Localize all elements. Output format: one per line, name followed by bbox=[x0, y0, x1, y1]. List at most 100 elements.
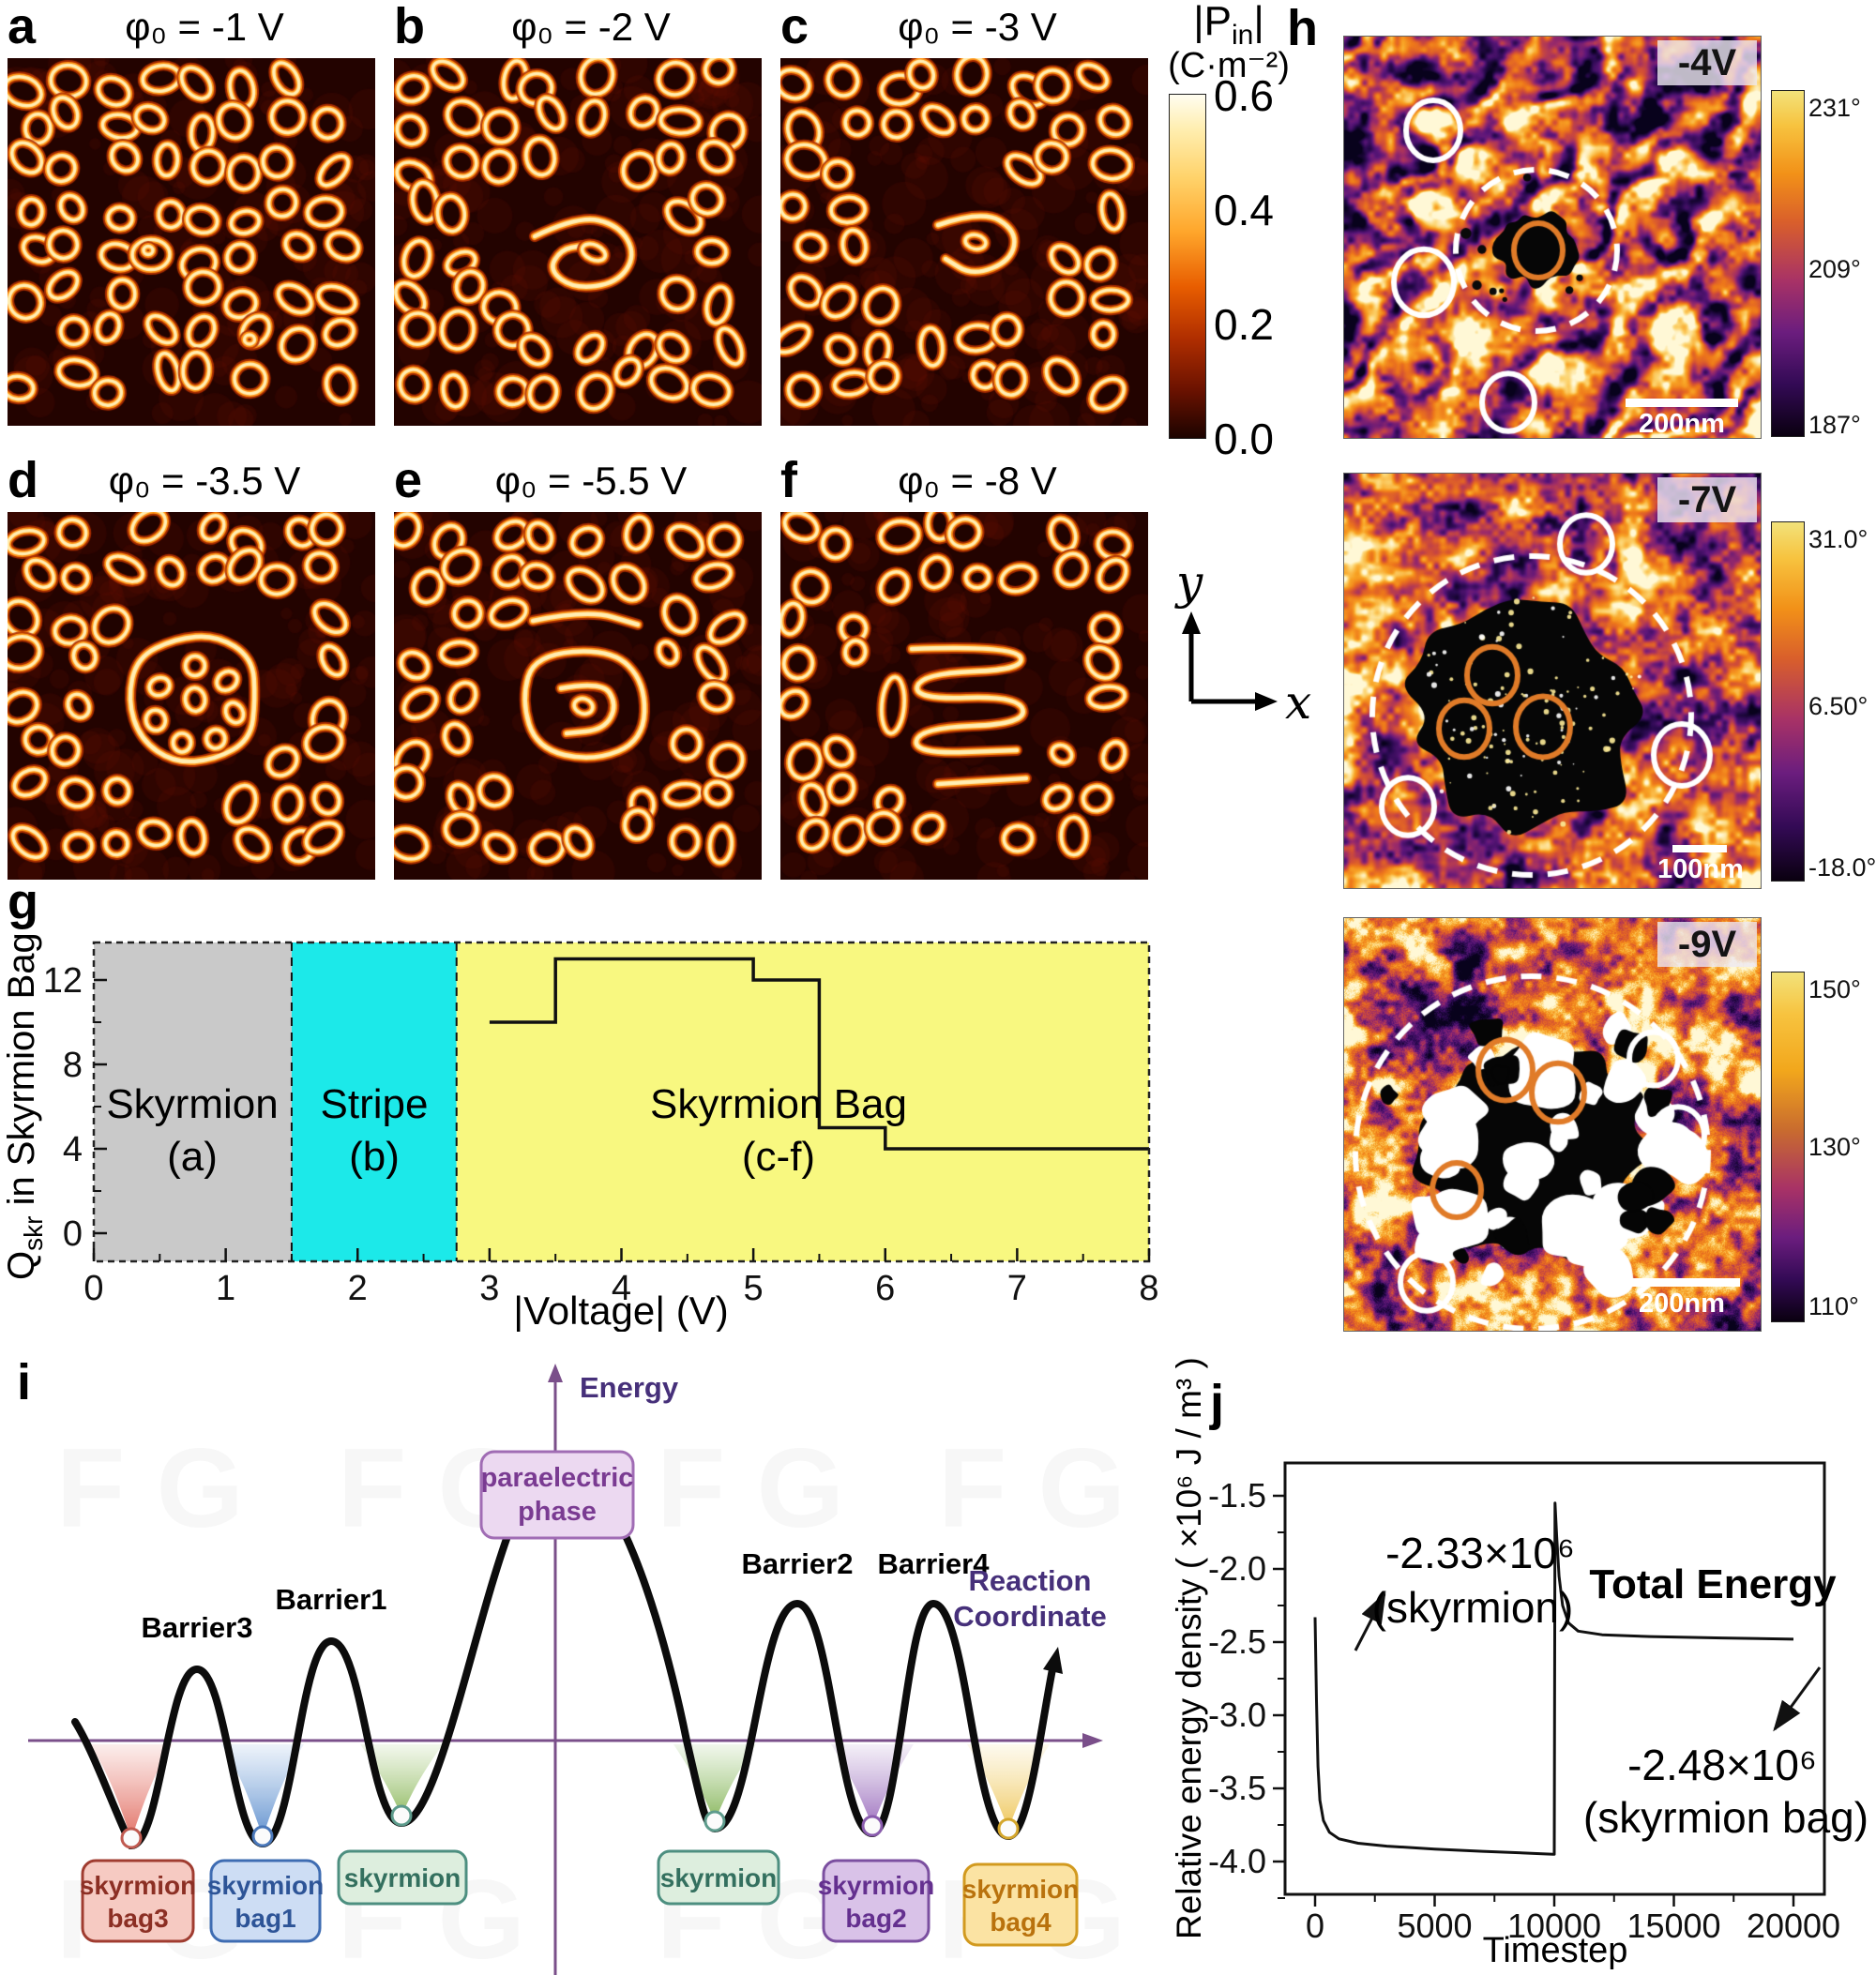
sim-image-d bbox=[8, 512, 375, 880]
pfm-colorbar-4v bbox=[1771, 90, 1805, 437]
pfm-scalebar-9v bbox=[1626, 1278, 1740, 1287]
g-x-tick-label: 2 bbox=[348, 1269, 368, 1308]
panel-letter-g: g bbox=[8, 874, 38, 930]
phi-label-b: φ₀ = -2 V bbox=[511, 5, 671, 49]
j-y-tick-label: -3.5 bbox=[1208, 1769, 1266, 1807]
sim-colorbar-gradient bbox=[1169, 94, 1206, 439]
j-arrow-skyrmion-bag bbox=[1773, 1666, 1822, 1732]
pfm-cb-7v-bot: -18.0° bbox=[1808, 853, 1876, 882]
paraelectric-label-2: phase bbox=[518, 1497, 597, 1527]
region-sublabel-skyrmion: (a) bbox=[167, 1134, 218, 1180]
pfm-image-4v bbox=[1344, 37, 1761, 438]
energy-curve-arrowhead bbox=[1043, 1647, 1063, 1674]
minimum-marker-bag2 bbox=[861, 1815, 884, 1837]
sim-colorbar-title: |Pin| bbox=[1158, 0, 1299, 57]
g-x-tick-label: 4 bbox=[612, 1269, 631, 1308]
minimum-marker-skyrmion-right bbox=[704, 1810, 726, 1832]
j-y-tick-label: -2.5 bbox=[1208, 1622, 1266, 1661]
reaction-axis-arrowhead bbox=[1082, 1733, 1103, 1748]
energy-axis-arrowhead bbox=[548, 1364, 563, 1382]
g-x-tick-label: 0 bbox=[83, 1269, 103, 1308]
panel-letter-a: a bbox=[8, 0, 37, 54]
g-ylabel: Qskr in Skyrmion Bag bbox=[1, 932, 48, 1280]
well-box-bag2-line1: skyrmion bbox=[818, 1871, 935, 1900]
minimum-marker-bag3 bbox=[120, 1827, 143, 1849]
pfm-cb-9v-bot: 110° bbox=[1808, 1292, 1859, 1320]
pfm-scalebar-7v bbox=[1672, 845, 1727, 852]
well-box-skyrmion-left bbox=[337, 1849, 468, 1906]
minimum-marker-bag1 bbox=[251, 1825, 274, 1847]
g-ylabel-q: Q bbox=[1, 1251, 42, 1280]
panel-letter-j: j bbox=[1210, 1375, 1225, 1431]
well-box-bag1 bbox=[209, 1859, 322, 1943]
pfm-cb-9v-mid: 130° bbox=[1808, 1133, 1861, 1161]
sim-colorbar-tick-1: 0.4 bbox=[1214, 186, 1274, 234]
sim-colorbar-tick-2: 0.2 bbox=[1214, 300, 1274, 349]
x-axis-arrowhead bbox=[1255, 692, 1278, 711]
g-x-tick-label: 1 bbox=[216, 1269, 235, 1308]
j-x-tick-label: 0 bbox=[1306, 1907, 1324, 1945]
sim-colorbar-title-sub: in bbox=[1231, 19, 1254, 51]
j-y-tick-label: -3.0 bbox=[1208, 1696, 1266, 1734]
pfm-panel-4v: -4V 200nm bbox=[1343, 36, 1762, 439]
reaction-coordinate-label-2: Coordinate bbox=[953, 1600, 1107, 1633]
phi-label-c: φ₀ = -3 V bbox=[898, 5, 1057, 49]
sim-colorbar-title-p: |P bbox=[1193, 0, 1232, 44]
pfm-scaletext-9v: 200nm bbox=[1639, 1289, 1725, 1319]
panel-letter-e: e bbox=[394, 452, 423, 508]
panel-letter-f: f bbox=[780, 452, 797, 508]
reaction-coordinate-label-1: Reaction bbox=[969, 1564, 1092, 1597]
well-fill-bag3 bbox=[90, 1744, 173, 1838]
minimum-marker-bag4 bbox=[997, 1817, 1020, 1840]
pfm-cb-4v-top: 231° bbox=[1808, 94, 1861, 122]
g-y-tick-label: 4 bbox=[63, 1130, 83, 1169]
sim-image-c bbox=[780, 58, 1148, 426]
j-annotation-bag-sub: (skyrmion bag) bbox=[1583, 1793, 1868, 1842]
well-box-bag3 bbox=[81, 1859, 195, 1943]
sim-image-b bbox=[394, 58, 762, 426]
j-x-tick-label: 20000 bbox=[1747, 1907, 1840, 1945]
qskr-step-line bbox=[489, 957, 1149, 1151]
well-box-bag4-line2: bag4 bbox=[990, 1907, 1051, 1937]
energy-axis-label: Energy bbox=[580, 1371, 679, 1404]
sim-colorbar-title-close: | bbox=[1253, 0, 1264, 44]
region-1 bbox=[291, 942, 457, 1261]
pfm-cb-7v-top: 31.0° bbox=[1808, 525, 1868, 553]
paraelectric-label-1: paraelectric bbox=[481, 1463, 634, 1493]
energy-density-line bbox=[1313, 1501, 1794, 1856]
well-box-skyrmion-right bbox=[657, 1849, 780, 1906]
pfm-voltage-9v: -9V bbox=[1657, 922, 1757, 967]
well-fill-bag4 bbox=[967, 1744, 1050, 1829]
well-box-bag2 bbox=[822, 1859, 930, 1943]
panel-letter-d: d bbox=[8, 452, 38, 508]
minimum-marker-skyrmion-left bbox=[390, 1804, 413, 1827]
j-ylabel: Relative energy density ( ×10⁶ J / m³ ) bbox=[1170, 1357, 1208, 1939]
j-x-tick-label: 5000 bbox=[1397, 1907, 1472, 1945]
pfm-voltage-7v: -7V bbox=[1657, 477, 1757, 522]
region-label-skyrmion: Skyrmion bbox=[106, 1081, 278, 1127]
j-y-tick-label: -1.5 bbox=[1208, 1476, 1266, 1515]
phi-label-e: φ₀ = -5.5 V bbox=[494, 459, 688, 503]
paraelectric-phase-box bbox=[479, 1450, 635, 1540]
well-box-skyrmion-right-label: skyrmion bbox=[660, 1863, 778, 1892]
chart-j: 0 5000 10000 15000 20000 -1.5 -2.0 -2.5 -3.0 -3.5… bbox=[1170, 1357, 1868, 1970]
y-axis-label: y bbox=[1174, 559, 1203, 610]
pfm-cb-4v-bot: 187° bbox=[1808, 411, 1861, 439]
panel-letter-c: c bbox=[780, 0, 809, 54]
panel-letter-i: i bbox=[17, 1354, 32, 1410]
j-annotation-skyrmion-sub: (skyrmion) bbox=[1372, 1583, 1574, 1632]
sim-colorbar-tick-3: 0.0 bbox=[1214, 415, 1274, 463]
well-box-bag3-line1: skyrmion bbox=[80, 1871, 197, 1900]
j-xlabel: Timestep bbox=[1483, 1931, 1628, 1970]
g-x-tick-label: 7 bbox=[1007, 1269, 1027, 1308]
j-x-tick-label: 10000 bbox=[1507, 1907, 1601, 1945]
g-y-tick-label: 0 bbox=[63, 1214, 83, 1254]
panel-letter-h: h bbox=[1287, 0, 1318, 56]
pfm-cb-4v-mid: 209° bbox=[1808, 255, 1861, 283]
phi-label-d: φ₀ = -3.5 V bbox=[108, 459, 301, 503]
g-x-tick-label: 6 bbox=[875, 1269, 895, 1308]
g-x-tick-label: 5 bbox=[744, 1269, 764, 1308]
j-x-tick-label: 15000 bbox=[1626, 1907, 1720, 1945]
pfm-scalebar-4v bbox=[1626, 399, 1738, 407]
